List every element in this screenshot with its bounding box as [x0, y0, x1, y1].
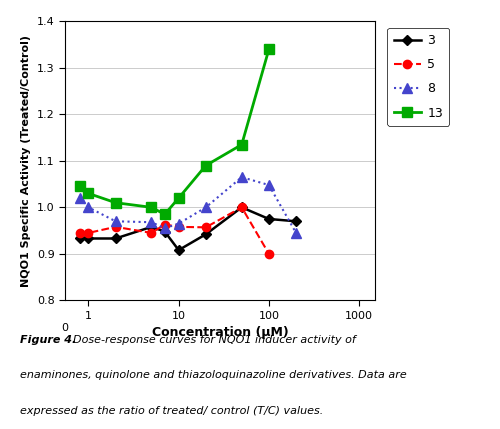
- 8: [162, 226, 168, 231]
- 5: [162, 222, 168, 227]
- 8: [76, 196, 82, 201]
- 5: [112, 224, 118, 230]
- 8: [238, 175, 244, 180]
- Text: enaminones, quinolone and thiazoloquinazoline derivatives. Data are: enaminones, quinolone and thiazoloquinaz…: [20, 371, 407, 381]
- Text: Dose-response curves for NQO1 inducer activity of: Dose-response curves for NQO1 inducer ac…: [73, 335, 356, 344]
- Legend: 3, 5, 8, 13: 3, 5, 8, 13: [388, 28, 450, 126]
- Text: 0: 0: [62, 323, 68, 332]
- 3: [176, 248, 182, 253]
- Line: 5: 5: [76, 203, 273, 258]
- 13: [203, 163, 209, 168]
- 3: [238, 205, 244, 210]
- 5: [148, 230, 154, 236]
- Line: 8: 8: [75, 172, 301, 238]
- 8: [86, 205, 91, 210]
- 13: [238, 142, 244, 147]
- 8: [112, 219, 118, 224]
- Text: expressed as the ratio of treated/ control (T/C) values.: expressed as the ratio of treated/ contr…: [20, 406, 323, 417]
- 13: [162, 212, 168, 217]
- 13: [86, 191, 91, 196]
- Text: Dose-response curves for NQO1 inducer activity of enaminones, quinolone and thia: Dose-response curves for NQO1 inducer ac…: [0, 428, 1, 429]
- 3: [293, 219, 299, 224]
- 13: [148, 205, 154, 210]
- 5: [266, 251, 272, 257]
- 3: [76, 236, 82, 241]
- 13: [76, 184, 82, 189]
- 8: [266, 182, 272, 187]
- X-axis label: Concentration (μM): Concentration (μM): [152, 326, 288, 339]
- 8: [176, 221, 182, 226]
- Y-axis label: NQO1 Specific Activity (Treated/Control): NQO1 Specific Activity (Treated/Control): [22, 35, 32, 287]
- Line: 3: 3: [76, 204, 300, 254]
- 3: [203, 232, 209, 237]
- Text: Figure 4.: Figure 4.: [20, 335, 76, 344]
- 5: [203, 225, 209, 230]
- Text: Figure 4.: Figure 4.: [0, 428, 1, 429]
- 3: [86, 236, 91, 241]
- 13: [266, 47, 272, 52]
- 8: [148, 220, 154, 225]
- 13: [112, 200, 118, 205]
- 3: [162, 229, 168, 234]
- 5: [86, 230, 91, 236]
- 8: [203, 205, 209, 210]
- 5: [176, 224, 182, 230]
- 13: [176, 196, 182, 201]
- Line: 13: 13: [75, 45, 274, 219]
- 3: [266, 216, 272, 221]
- 5: [238, 205, 244, 210]
- 8: [293, 230, 299, 236]
- 3: [148, 224, 154, 230]
- 5: [76, 230, 82, 236]
- 3: [112, 236, 118, 241]
